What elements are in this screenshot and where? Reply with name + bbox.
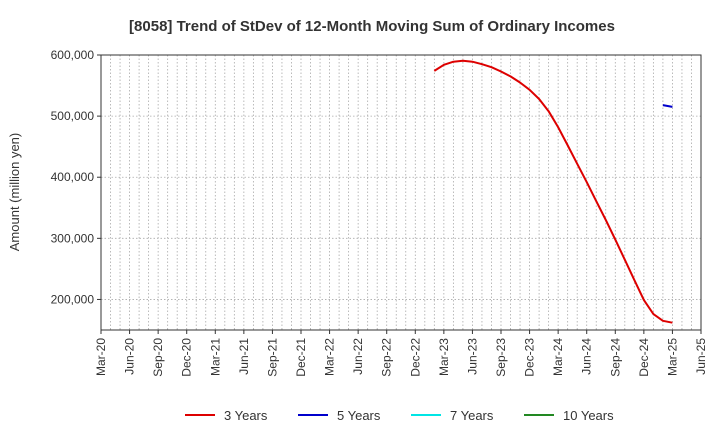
x-tick-label: Sep-23	[494, 338, 508, 377]
x-tick-label: Dec-23	[523, 338, 537, 377]
chart-title: [8058] Trend of StDev of 12-Month Moving…	[129, 18, 615, 35]
legend-label: 3 Years	[224, 408, 268, 423]
y-tick-label: 500,000	[51, 109, 95, 123]
plot-border	[100, 54, 702, 331]
x-tick-label: Sep-24	[608, 338, 622, 377]
y-tick-label: 400,000	[51, 170, 95, 184]
legend-label: 10 Years	[563, 408, 614, 423]
plot-area	[101, 55, 701, 330]
y-tick-label: 200,000	[51, 292, 95, 306]
y-tick-label: 300,000	[51, 231, 95, 245]
grid-lines	[101, 55, 701, 330]
x-tick-label: Dec-20	[180, 338, 194, 377]
legend-label: 5 Years	[337, 408, 381, 423]
y-axis: 200,000 300,000 400,000 500,000 600,000	[51, 48, 101, 306]
x-tick-label: Jun-23	[465, 338, 479, 375]
x-tick-label: Dec-22	[408, 338, 422, 377]
x-tick-label: Jun-24	[580, 338, 594, 375]
x-tick-label: Jun-21	[237, 338, 251, 375]
x-tick-label: Mar-23	[437, 338, 451, 376]
x-tick-label: Jun-25	[694, 338, 708, 375]
series-lines	[433, 59, 673, 324]
x-tick-label: Sep-22	[380, 338, 394, 377]
x-tick-label: Jun-22	[351, 338, 365, 375]
y-tick-label: 600,000	[51, 48, 95, 62]
x-tick-label: Mar-21	[208, 338, 222, 376]
series-line-3-years	[433, 59, 673, 324]
x-tick-label: Mar-24	[551, 338, 565, 376]
legend: 3 Years 5 Years 7 Years 10 Years	[185, 408, 614, 423]
x-axis: Mar-20 Jun-20 Sep-20 Dec-20 Mar-21 Jun-21 Sep-…	[94, 330, 708, 377]
y-axis-label: Amount (million yen)	[7, 133, 22, 252]
x-tick-label: Mar-22	[323, 338, 337, 376]
x-tick-label: Dec-24	[637, 338, 651, 377]
x-tick-label: Jun-20	[123, 338, 137, 375]
series-line-5-years	[662, 104, 673, 108]
x-tick-label: Sep-21	[265, 338, 279, 377]
x-tick-label: Dec-21	[294, 338, 308, 377]
legend-label: 7 Years	[450, 408, 494, 423]
x-tick-label: Mar-20	[94, 338, 108, 376]
x-tick-label: Sep-20	[151, 338, 165, 377]
x-tick-label: Mar-25	[665, 338, 679, 376]
